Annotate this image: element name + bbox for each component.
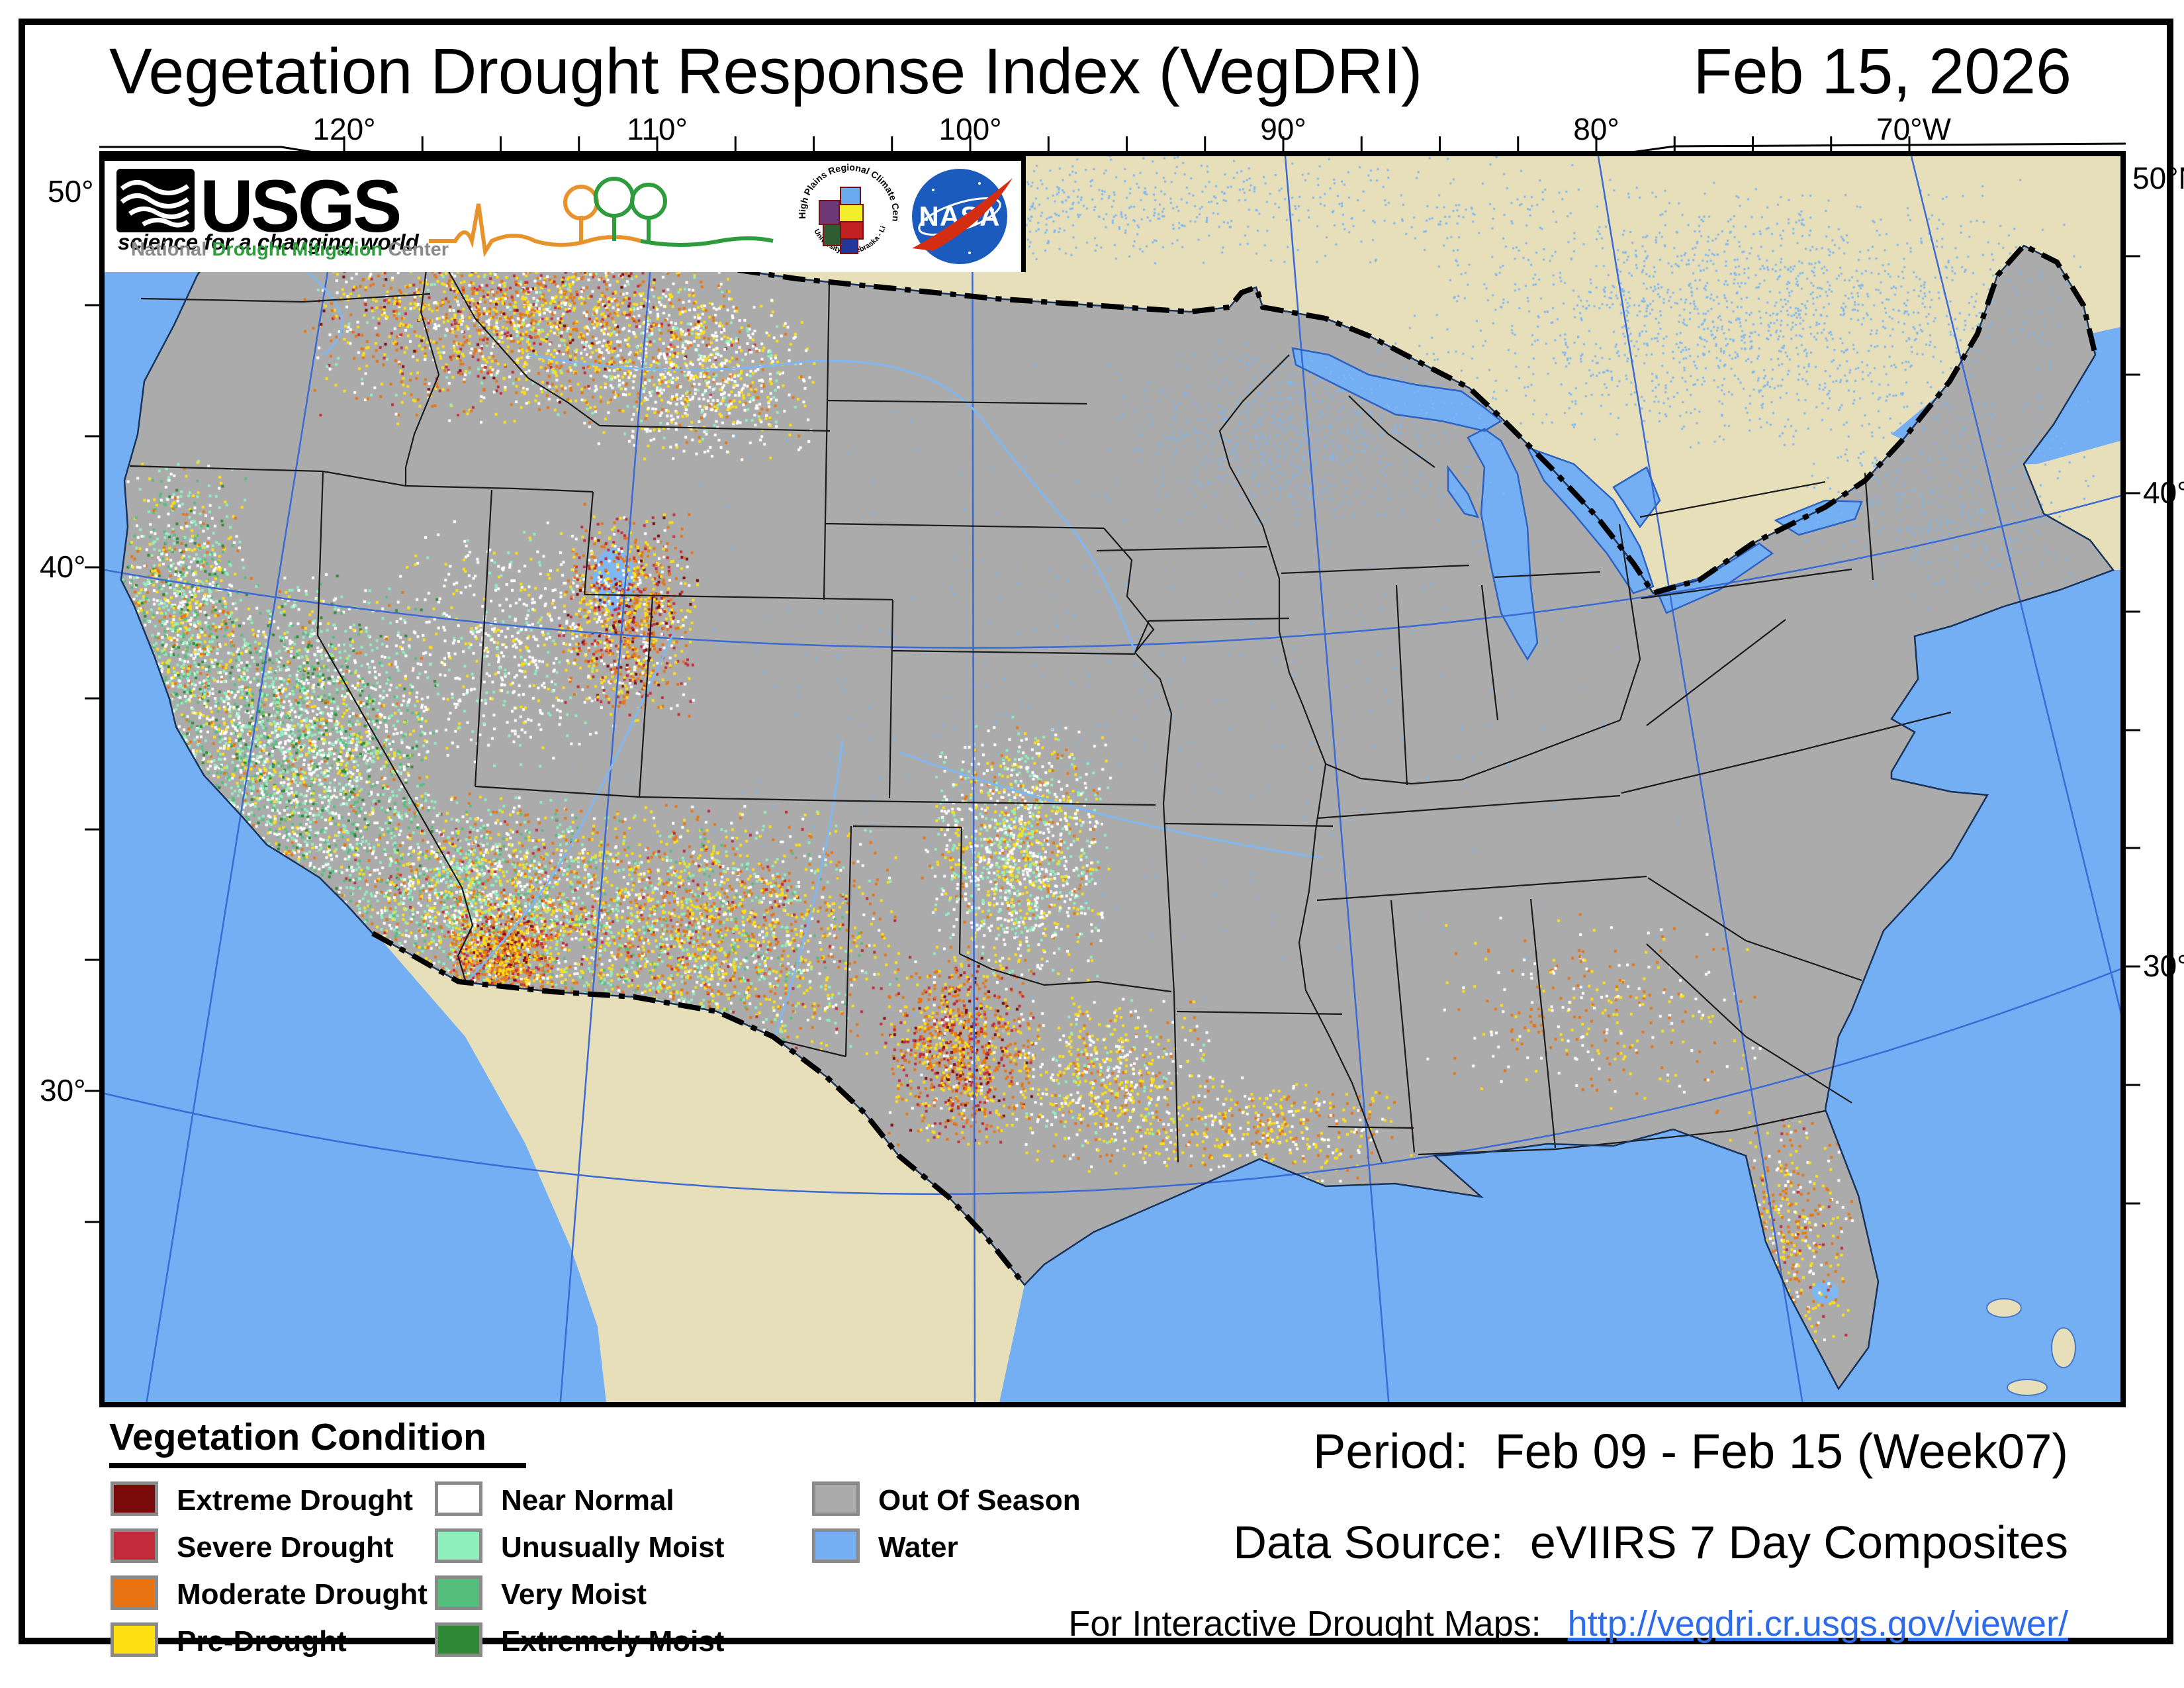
legend-swatch [812,1528,860,1563]
interactive-maps-line: For Interactive Drought Maps: http://vegd… [1068,1603,2068,1644]
usgs-logo: USGS [116,169,401,248]
map-line-layers [105,156,2120,1402]
legend-label: Unusually Moist [501,1531,725,1564]
legend-swatch [111,1481,158,1516]
map-date: Feb 15, 2026 [1693,35,2071,107]
axis-label-right-0: 40° [2143,475,2184,510]
river-line [898,751,1323,859]
legend-swatch [435,1575,482,1610]
meridian-line [971,156,976,1402]
meridian-line [1284,156,1390,1402]
axis-label-50n-right: 50°N [2132,161,2184,195]
axis-label-top-3: 90° [1260,112,1306,146]
legend-swatch [111,1528,158,1563]
lake-shape [1467,428,1539,661]
legend-label: Extremely Moist [501,1625,725,1658]
ndmc-logo [429,177,774,258]
legend-swatch [435,1481,482,1516]
legend-title: Vegetation Condition [109,1415,526,1468]
nasa-swoosh [912,178,1013,251]
lake-shape [1525,445,1655,594]
axis-label-top-1: 110° [627,112,688,146]
usgs-tagline: science for a changing world [118,230,419,254]
legend-swatch [435,1622,482,1657]
river-line [773,738,844,1039]
legend-label: Very Moist [501,1578,647,1611]
ndmc-trees [563,177,774,247]
legend-swatch [111,1575,158,1610]
legend-swatch [111,1622,158,1657]
legend-label: Pre-Drought [177,1625,347,1658]
link-label: For Interactive Drought Maps: [1068,1604,1541,1644]
legend-label: Moderate Drought [177,1578,428,1611]
great-lakes-outline [1291,347,1863,661]
parallel-line [105,968,2120,1196]
axis-label-top-4: 80° [1573,112,1619,146]
legend-swatch [812,1481,860,1516]
ndmc-name: National Drought Mitigation Center [130,239,449,260]
meridian-line [1597,156,1803,1402]
hprcc-nebraska-blocks [819,187,864,254]
legend-label: Extreme Drought [177,1484,413,1517]
logo-box: USGS science for a changing world Nation… [105,156,1026,272]
axis-label-50-left: 50° [48,174,94,209]
axis-label-left-1: 30° [40,1073,86,1107]
legend-label: Severe Drought [177,1531,394,1564]
us-coastline [120,199,2115,1391]
legend-swatch [435,1528,482,1563]
rivers [302,267,1323,1039]
lake-shape [1774,499,1863,536]
drought-speckle-layer [105,156,2120,1402]
data-source-text: Data Source: eVIIRS 7 Day Composites [1233,1517,2068,1568]
map-canvas-area[interactable]: Scale 1:18,050,000 USGS science for a ch… [99,151,2126,1407]
lake-shape [1612,466,1661,529]
meridian-line [559,156,660,1402]
nasa-logo: NASA [912,169,1013,264]
hprcc-logo: High Plains Regional Climate Center Univ… [793,164,901,256]
meridian-line [146,156,347,1402]
map-scale: Scale 1:18,050,000 [105,156,2109,1397]
period-text: Period: Feb 09 - Feb 15 (Week07) [1313,1424,2068,1479]
page-title: Vegetation Drought Response Index (VegDR… [109,35,1423,107]
international-border-dashdot [286,197,2098,1287]
river-line [465,632,675,984]
axis-label-top-5: 70°W [1876,112,1951,146]
state-borders [129,238,1952,1163]
axis-label-top-0: 120° [312,112,376,146]
legend-label: Water [878,1531,958,1564]
river-line [302,267,343,356]
axis-label-top-2: 100° [938,112,1002,146]
graticule-lines [105,156,2120,1402]
lake-shape [1291,347,1503,432]
legend-label: Near Normal [501,1484,674,1517]
lake-shape [1447,465,1480,518]
vegdri-viewer-link[interactable]: http://vegdri.cr.usgs.gov/viewer/ [1567,1604,2068,1644]
legend: Vegetation Condition Extreme Drought Seve… [109,1415,1081,1658]
axis-label-left-0: 40° [40,549,86,584]
river-line [527,353,1136,653]
axis-label-right-1: 30° [2143,949,2184,983]
legend-label: Out Of Season [878,1484,1081,1517]
svg-text:USGS: USGS [200,169,400,248]
meridian-line [1910,156,2120,1015]
